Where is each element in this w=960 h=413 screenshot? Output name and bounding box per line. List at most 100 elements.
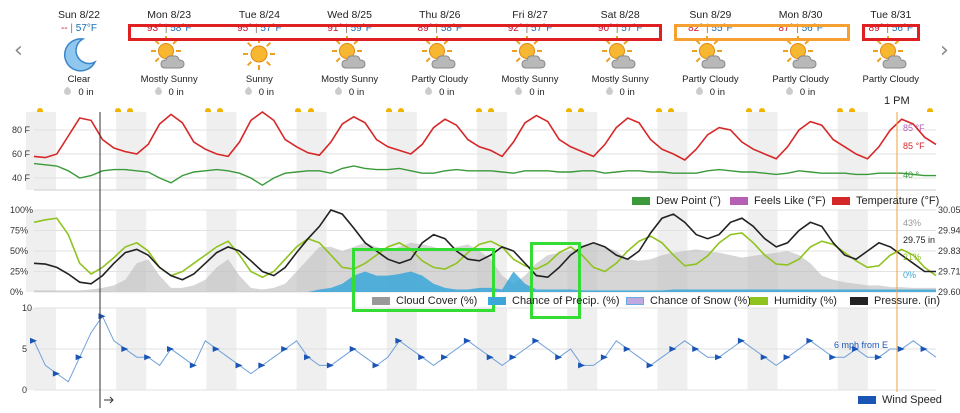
precip-value: 0 in [258, 87, 275, 98]
y-tick-label: 40 F [12, 173, 31, 183]
day-column[interactable]: Sun 8/22 -- | 57°F Clear 0 in [34, 8, 124, 112]
low-temp: 57°F [260, 23, 282, 34]
wind-direction-arrow [349, 346, 357, 352]
y-tick-label: 25% [10, 267, 28, 277]
temp-separator: | [883, 23, 892, 34]
temp-separator: | [432, 23, 441, 34]
day-temps: 89° | 56°F [846, 22, 936, 36]
sunrise-marker [668, 108, 675, 112]
wind-direction-arrow [555, 354, 563, 361]
day-name: Thu 8/26 [419, 9, 461, 21]
wind-direction-arrow [121, 346, 129, 352]
day-column[interactable]: Mon 8/23 93° | 58°F Mostly Sunny 0 in [124, 8, 214, 112]
y-tick-label: 10 [22, 303, 32, 313]
condition-text: Mostly Sunny [501, 74, 559, 85]
next-arrow[interactable]: › [940, 38, 949, 63]
night-band [657, 112, 688, 190]
precip-amount: 0 in [34, 86, 124, 99]
sunset-marker [295, 108, 302, 112]
cursor-arrow-icon [104, 396, 114, 404]
day-column[interactable]: Sun 8/29 82° | 55°F Partly Cloudy 0 in [665, 8, 755, 112]
day-column[interactable]: Wed 8/25 91° | 59°F Mostly Sunny 0 in [305, 8, 395, 112]
legend-label: Dew Point (°) [656, 195, 721, 207]
wind-direction-arrow [532, 337, 540, 344]
high-temp: 82° [688, 23, 704, 34]
legend-wind-speed[interactable]: Wind Speed [858, 394, 942, 406]
legend-feels-like[interactable]: Feels Like (°F) [730, 195, 826, 207]
wind-direction-arrow [692, 346, 700, 352]
wind-direction-arrow [852, 346, 860, 352]
sun-cloud-icon [124, 36, 214, 74]
sun-cloud-icon [575, 36, 665, 74]
day-name: Sun 8/29 [689, 9, 732, 21]
cloud-now-label: 43% [903, 218, 921, 228]
precip-value: 0 in [439, 87, 455, 98]
sunset-marker [926, 108, 933, 112]
legend-precip[interactable]: Chance of Precip. (%) [488, 295, 620, 307]
precip-amount: 0 in [395, 86, 485, 99]
wind-direction-arrow [920, 346, 928, 352]
wind-direction-arrow [30, 337, 37, 344]
dew-point-swatch [632, 197, 650, 205]
sunset-marker [656, 108, 663, 112]
day-column[interactable]: Thu 8/26 89° | 58°F Partly Cloudy 0 in [395, 8, 485, 112]
temp-separator: | [613, 23, 622, 34]
legend-cloud-cover[interactable]: Cloud Cover (%) [372, 295, 477, 307]
low-temp: 56°F [891, 23, 914, 34]
legend-label: Cloud Cover (%) [396, 295, 478, 307]
legend-temperature[interactable]: Temperature (°F) [832, 195, 939, 207]
y-tick-label: 60 F [12, 149, 31, 159]
high-temp: 93° [146, 23, 163, 34]
y-tick-label: 80 F [12, 125, 31, 135]
precip-chance-area [34, 271, 936, 292]
y-tick-label: 0% [10, 287, 23, 297]
legend-label: Pressure. (in) [874, 295, 941, 307]
pressure-series-line [33, 209, 936, 285]
wind-direction-arrow [829, 354, 837, 361]
wind-direction-arrow [326, 362, 334, 369]
previous-arrow[interactable]: ‹ [14, 38, 23, 63]
y-tick-label-right: 29.83 [938, 246, 960, 256]
day-temps: -- | 57°F [34, 22, 124, 36]
condition-text: Mostly Sunny [140, 74, 198, 85]
legend-pressure[interactable]: Pressure. (in) [850, 295, 940, 307]
temperature-now-label: 85 °F [903, 141, 925, 151]
legend-dew-point[interactable]: Dew Point (°) [632, 195, 721, 207]
pressure-swatch [850, 297, 868, 305]
wind-direction-arrow [646, 362, 654, 369]
wind-direction-arrow [212, 346, 220, 352]
day-column[interactable]: Tue 8/31 89° | 56°F Partly Cloudy [846, 8, 936, 112]
wind-direction-arrow [189, 362, 197, 369]
precip-value: 0 in [78, 87, 94, 98]
y-tick-label-right: 29.60 [938, 287, 960, 297]
temp-separator: | [162, 23, 171, 34]
y-tick-label: 0 [22, 385, 27, 395]
wind-direction-arrow [463, 337, 471, 344]
high-temp: 90° [597, 23, 614, 34]
y-tick-label-right: 30.05 [938, 205, 960, 215]
day-temps: 91° | 59°F [305, 22, 395, 36]
temp-separator: | [703, 23, 712, 34]
day-temps: 92° | 57°F [485, 22, 575, 36]
day-column[interactable]: Sat 8/28 90° | 57°F Mostly Sunny 0 in [575, 8, 665, 112]
high-temp: 95° [237, 23, 253, 34]
sunset-marker [475, 108, 482, 112]
condition-text: Clear [67, 74, 91, 85]
humidity-now-label: 21% [903, 252, 921, 262]
temp-separator: | [522, 23, 532, 34]
day-column[interactable]: Tue 8/24 95° | 57°F Sunny 0 in [214, 8, 304, 112]
precip-value: 0 in [168, 87, 184, 98]
wind-direction-arrow [737, 337, 745, 344]
snow-swatch [626, 297, 644, 305]
night-band [26, 112, 56, 190]
day-name: Tue 8/24 [238, 9, 280, 21]
legend-snow[interactable]: Chance of Snow (%) [626, 295, 751, 307]
precip-amount: 0 in [305, 86, 395, 99]
low-temp: 57°F [531, 23, 553, 34]
wind-speed-swatch [858, 396, 876, 404]
wind-direction-arrow [235, 362, 243, 369]
legend-label: Wind Speed [882, 394, 942, 406]
wind-direction-arrow [304, 354, 312, 361]
legend-humidity[interactable]: Humidity (%) [750, 295, 837, 307]
